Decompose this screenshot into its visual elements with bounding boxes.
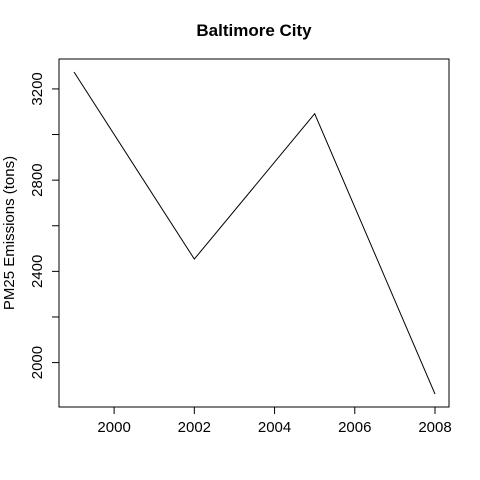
x-tick-label: 2002 [178, 419, 211, 436]
x-axis: 2000 2002 2004 2006 2008 [97, 406, 452, 436]
x-tick-label: 2008 [418, 419, 451, 436]
y-tick-label: 2000 [29, 346, 46, 379]
x-tick-label: 2000 [97, 419, 130, 436]
x-tick-label: 2006 [338, 419, 371, 436]
y-tick-label: 2400 [29, 255, 46, 288]
chart-title: Baltimore City [196, 21, 312, 40]
plot-area [73, 71, 436, 395]
y-tick-label: 2800 [29, 163, 46, 196]
y-tick-label: 3200 [29, 72, 46, 105]
plot-frame [58, 58, 450, 408]
y-axis: 2000 2400 2800 3200 [29, 72, 60, 379]
series-line [73, 71, 436, 395]
x-tick-label: 2004 [258, 419, 291, 436]
y-axis-label: PM25 Emissions (tons) [1, 156, 18, 310]
